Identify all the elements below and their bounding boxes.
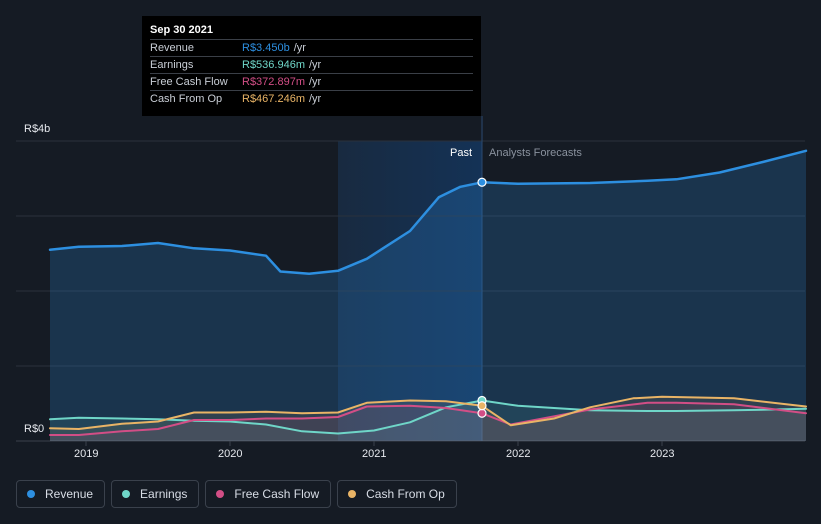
data-tooltip: Sep 30 2021 Revenue R$3.450b /yr Earning… bbox=[142, 16, 481, 116]
tooltip-label: Earnings bbox=[150, 59, 194, 71]
x-tick-label-2021: 2021 bbox=[362, 448, 387, 460]
tooltip-label: Free Cash Flow bbox=[150, 76, 228, 88]
tooltip-value: R$467.246m bbox=[242, 93, 305, 105]
revenue-line bbox=[48, 149, 808, 276]
legend-label: Revenue bbox=[45, 487, 94, 501]
tooltip-value: R$3.450b bbox=[242, 42, 290, 54]
cash-from-op-dot-icon bbox=[348, 490, 357, 498]
legend-item-revenue[interactable]: Revenue bbox=[16, 480, 106, 508]
y-tick-label-top: R$4b bbox=[24, 123, 51, 135]
x-tick-label-2019: 2019 bbox=[74, 448, 99, 460]
y-tick-label-zero: R$0 bbox=[24, 423, 45, 435]
cash-from-op-marker bbox=[477, 401, 487, 411]
revenue-dot-icon bbox=[27, 490, 35, 498]
tooltip-row-revenue: Revenue R$3.450b /yr bbox=[150, 39, 473, 56]
tooltip-row-free-cash-flow: Free Cash Flow R$372.897m /yr bbox=[150, 73, 473, 90]
x-tick-label-2022: 2022 bbox=[506, 448, 531, 460]
legend-item-free-cash-flow[interactable]: Free Cash Flow bbox=[205, 480, 332, 508]
tooltip-date: Sep 30 2021 bbox=[150, 24, 213, 36]
revenue-marker bbox=[477, 177, 487, 187]
chart-legend: Revenue Earnings Free Cash Flow Cash Fro… bbox=[16, 480, 457, 508]
legend-item-cash-from-op[interactable]: Cash From Op bbox=[337, 480, 457, 508]
cash-from-op-line bbox=[49, 395, 807, 430]
tooltip-unit: /yr bbox=[309, 59, 322, 71]
free-cash-flow-line bbox=[49, 401, 807, 436]
legend-item-earnings[interactable]: Earnings bbox=[111, 480, 200, 508]
x-tick-label-2020: 2020 bbox=[218, 448, 243, 460]
x-tick-label-2023: 2023 bbox=[650, 448, 675, 460]
tooltip-row-earnings: Earnings R$536.946m /yr bbox=[150, 56, 473, 73]
tooltip-value: R$372.897m bbox=[242, 76, 305, 88]
earnings-line bbox=[49, 399, 807, 435]
forecast-region-label: Analysts Forecasts bbox=[489, 147, 582, 159]
free-cash-flow-marker bbox=[477, 408, 487, 418]
cash-from-op-area bbox=[50, 396, 806, 441]
free-cash-flow-area bbox=[50, 402, 806, 441]
free-cash-flow-dot-icon bbox=[216, 490, 225, 498]
past-region-label: Past bbox=[450, 147, 473, 159]
earnings-dot-icon bbox=[122, 490, 131, 498]
tooltip-row-cash-from-op: Cash From Op R$467.246m /yr bbox=[150, 90, 473, 107]
legend-label: Free Cash Flow bbox=[234, 487, 320, 501]
tooltip-unit: /yr bbox=[309, 93, 322, 105]
tooltip-unit: /yr bbox=[309, 76, 322, 88]
legend-label: Cash From Op bbox=[366, 487, 445, 501]
revenue-area bbox=[50, 150, 806, 442]
tooltip-unit: /yr bbox=[293, 42, 306, 54]
earnings-area bbox=[50, 400, 806, 441]
tooltip-label: Cash From Op bbox=[150, 93, 223, 105]
legend-label: Earnings bbox=[140, 487, 188, 501]
tooltip-label: Revenue bbox=[150, 42, 195, 54]
tooltip-value: R$536.946m bbox=[242, 59, 305, 71]
